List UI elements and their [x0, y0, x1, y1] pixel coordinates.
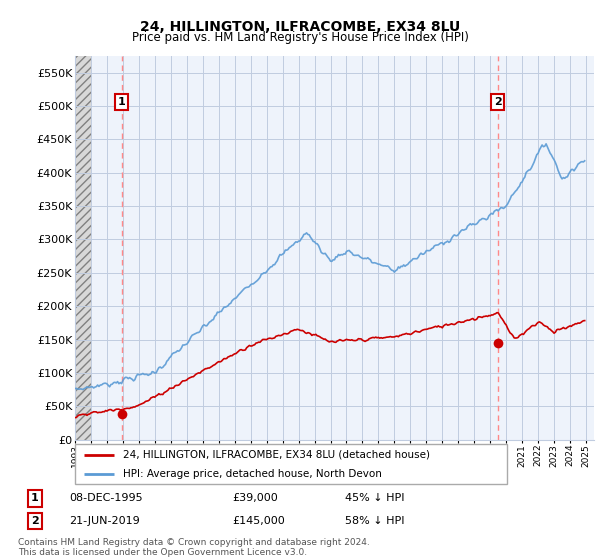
Bar [75, 56, 91, 440]
FancyBboxPatch shape [75, 444, 507, 484]
Text: 1: 1 [31, 493, 39, 503]
Text: 21-JUN-2019: 21-JUN-2019 [69, 516, 140, 526]
Text: 2: 2 [494, 97, 502, 107]
Text: 2: 2 [31, 516, 39, 526]
Text: 1: 1 [118, 97, 125, 107]
Text: 45% ↓ HPI: 45% ↓ HPI [345, 493, 404, 503]
Text: £39,000: £39,000 [232, 493, 278, 503]
Text: 08-DEC-1995: 08-DEC-1995 [69, 493, 142, 503]
Text: 24, HILLINGTON, ILFRACOMBE, EX34 8LU (detached house): 24, HILLINGTON, ILFRACOMBE, EX34 8LU (de… [122, 450, 430, 460]
Text: £145,000: £145,000 [232, 516, 285, 526]
Text: Contains HM Land Registry data © Crown copyright and database right 2024.
This d: Contains HM Land Registry data © Crown c… [18, 538, 370, 557]
Text: HPI: Average price, detached house, North Devon: HPI: Average price, detached house, Nort… [122, 469, 382, 478]
Text: Price paid vs. HM Land Registry's House Price Index (HPI): Price paid vs. HM Land Registry's House … [131, 31, 469, 44]
Text: 24, HILLINGTON, ILFRACOMBE, EX34 8LU: 24, HILLINGTON, ILFRACOMBE, EX34 8LU [140, 20, 460, 34]
Text: 58% ↓ HPI: 58% ↓ HPI [345, 516, 404, 526]
